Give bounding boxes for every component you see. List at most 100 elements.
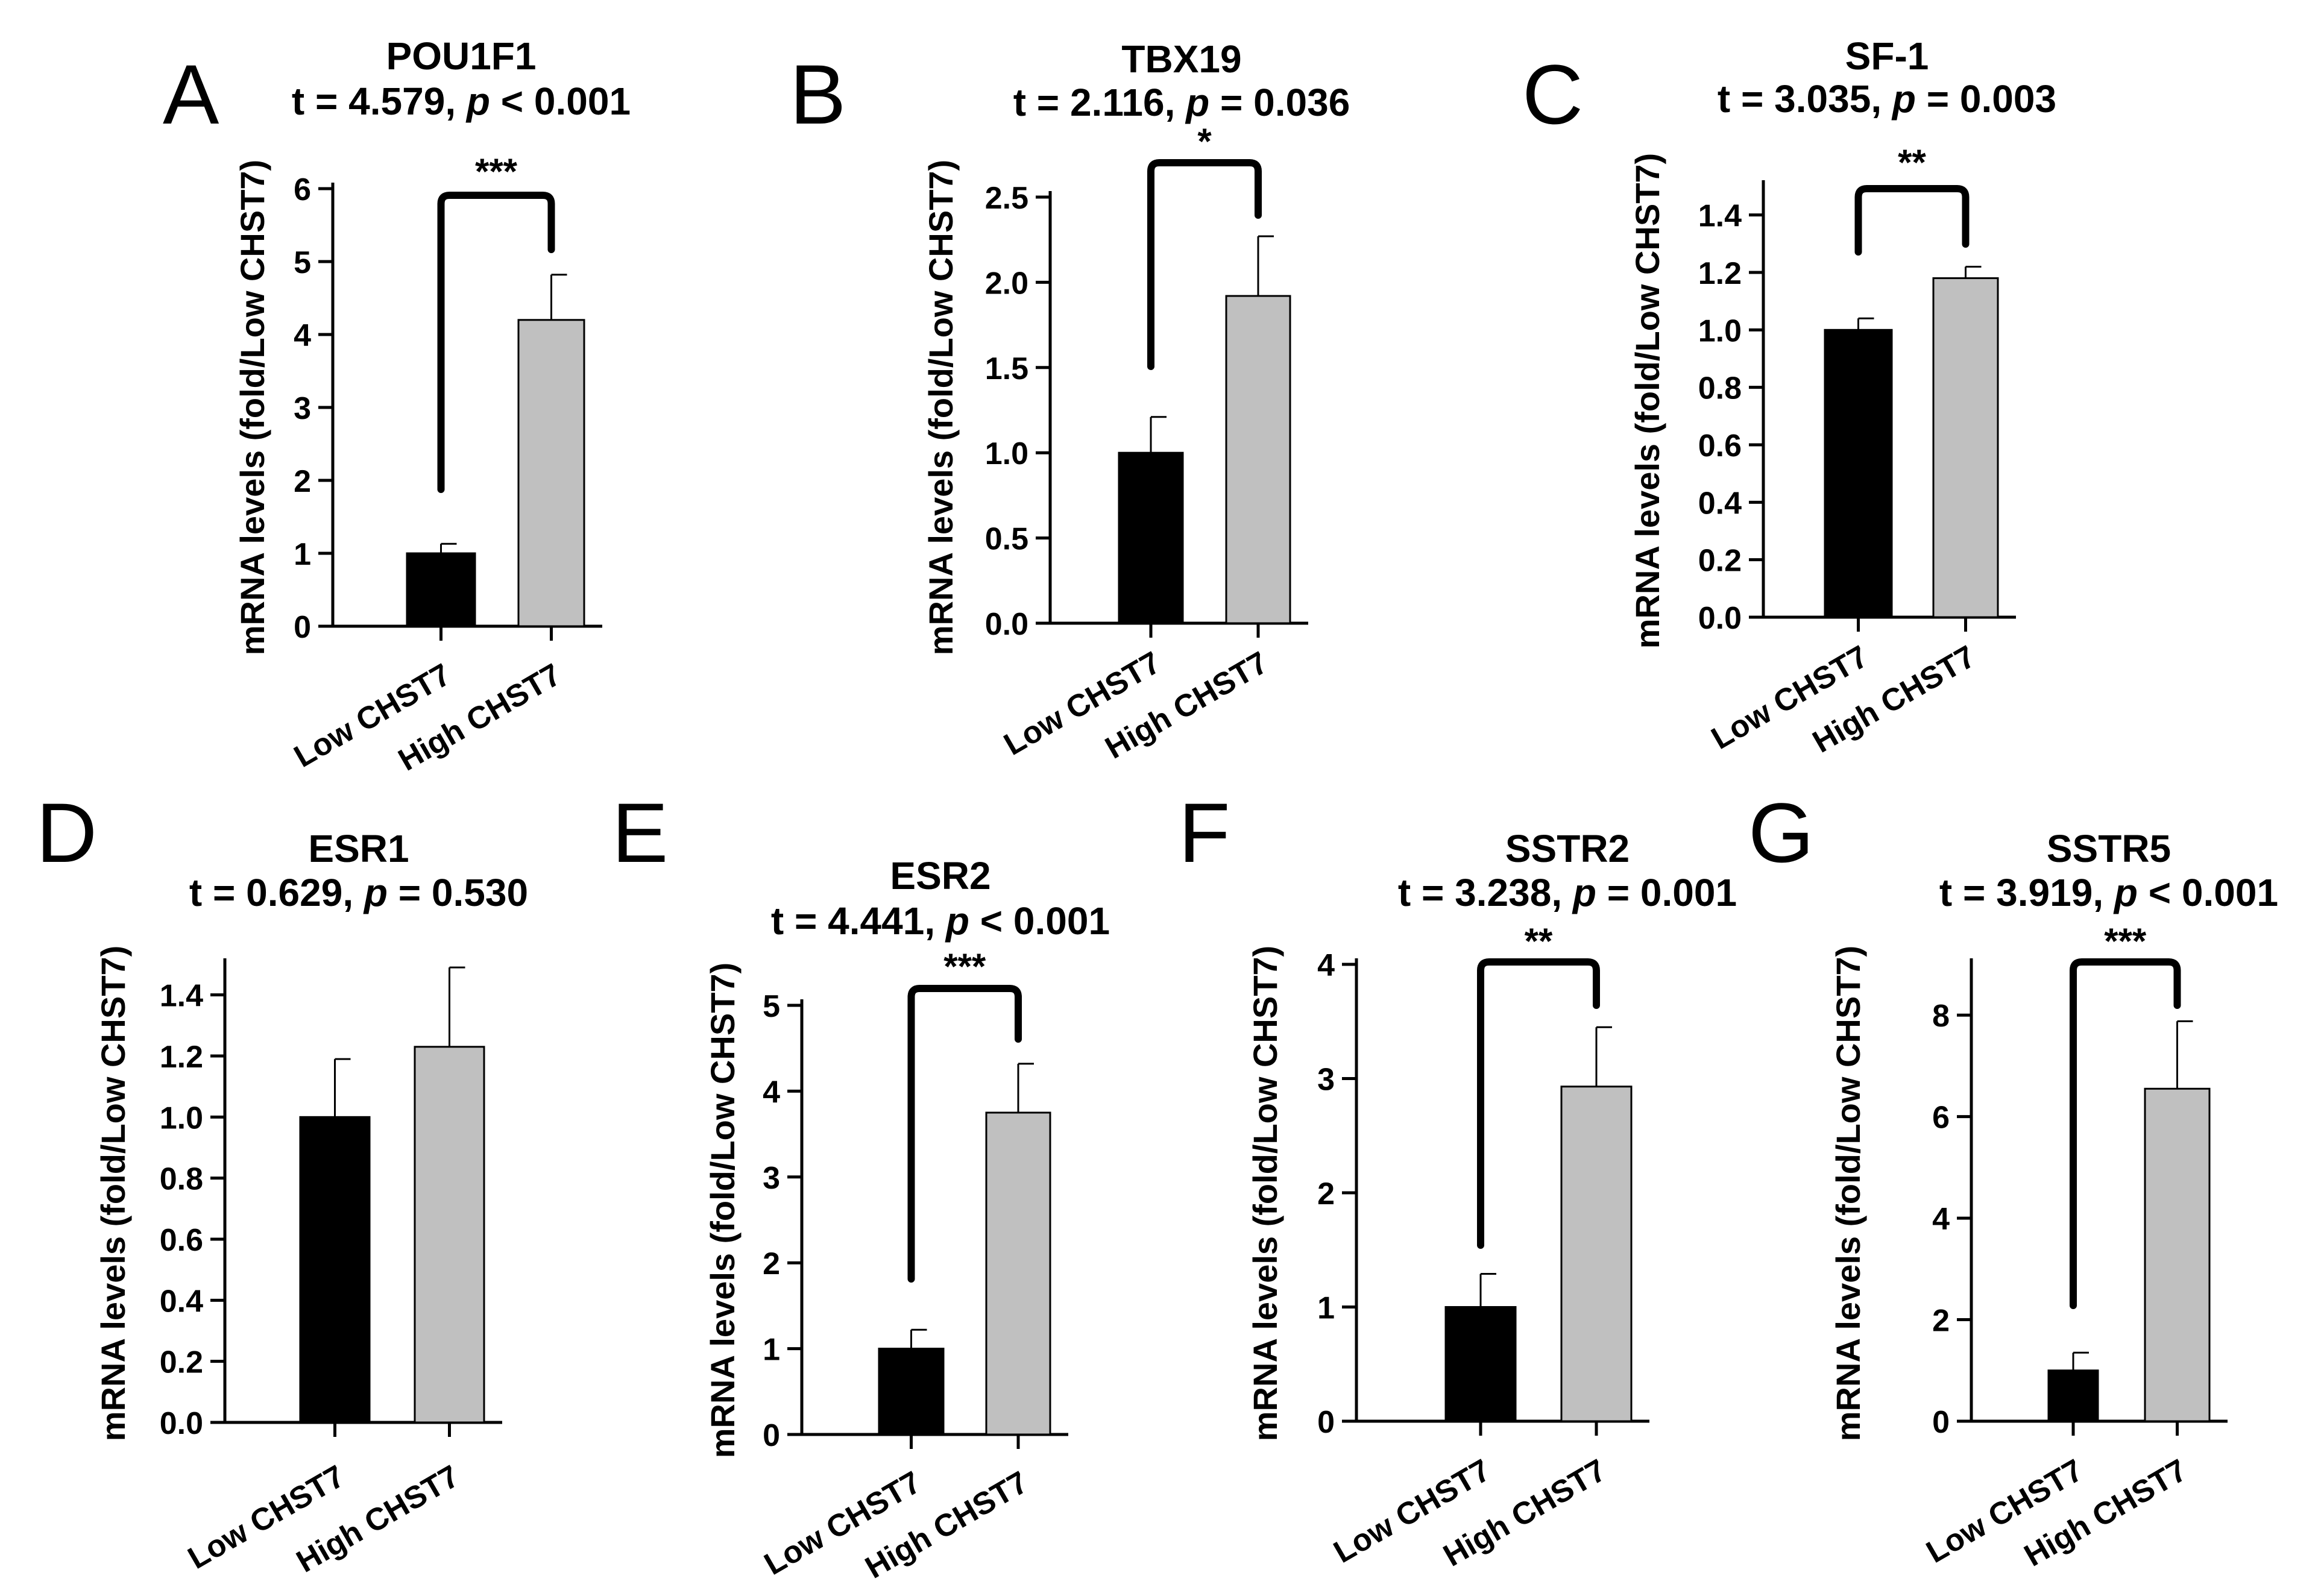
significance-bracket (2070, 958, 2181, 1309)
y-tick-label: 1.0 (985, 436, 1028, 471)
y-tick-label: 0 (1317, 1405, 1335, 1440)
bar-low (299, 1116, 371, 1424)
y-tick-label: 2 (1317, 1177, 1335, 1211)
chart-subtitle: t = 3.238, p = 0.001 (1398, 871, 1737, 914)
y-tick-label: 3 (763, 1161, 780, 1196)
y-tick-label: 3 (1317, 1063, 1335, 1098)
y-tick-label: 6 (1932, 1101, 1950, 1136)
significance-bracket (1477, 958, 1600, 1249)
significance-stars: *** (2104, 921, 2147, 961)
y-tick-label: 1.0 (160, 1101, 203, 1136)
bar-high (414, 1046, 485, 1424)
bar-low (2047, 1369, 2099, 1422)
y-tick-label: 4 (763, 1075, 780, 1110)
stats-p: p (1185, 81, 1209, 124)
y-tick-label: 0.6 (1698, 429, 1742, 463)
y-tick-label: 2 (294, 464, 311, 499)
y-tick-label: 0.6 (160, 1223, 203, 1258)
y-axis-label: mRNA levels (fold/Low CHST7) (94, 946, 132, 1441)
bar-low (1824, 328, 1893, 618)
stats-prefix: t = 3.919, (1939, 871, 2114, 914)
y-tick-label: 1.2 (160, 1040, 203, 1075)
chart-subtitle: t = 4.579, p < 0.001 (292, 80, 631, 123)
panel-label: D (36, 785, 97, 880)
y-tick-label: 2.0 (985, 266, 1028, 301)
stats-suffix: < 0.001 (969, 899, 1110, 943)
bar-high (2144, 1087, 2211, 1422)
y-tick-label: 0.4 (160, 1284, 203, 1319)
stats-suffix: = 0.530 (388, 871, 528, 914)
stats-suffix: = 0.001 (1596, 871, 1737, 914)
y-tick-label: 0.0 (985, 607, 1028, 642)
significance-bracket (1854, 185, 1970, 256)
y-tick-label: 0.2 (1698, 544, 1742, 579)
panel-label: F (1179, 785, 1230, 880)
y-tick-label: 4 (294, 318, 311, 353)
y-tick-label: 3 (294, 391, 311, 426)
panel-label: G (1748, 785, 1814, 880)
y-tick-label: 5 (294, 245, 311, 280)
significance-bracket (1147, 159, 1262, 370)
y-tick-label: 0.0 (160, 1406, 203, 1441)
chart-title: POU1F1 (386, 34, 537, 78)
bar-high (1225, 295, 1291, 624)
chart-subtitle: t = 0.629, p = 0.530 (189, 871, 528, 914)
panel-label: E (612, 785, 668, 880)
y-axis-label: mRNA levels (fold/Low CHST7) (922, 160, 960, 655)
y-tick-label: 1.4 (1698, 199, 1742, 234)
significance-stars: ** (1898, 142, 1926, 183)
y-tick-label: 1.4 (160, 979, 203, 1014)
y-tick-label: 2 (763, 1246, 780, 1281)
stats-p: p (1891, 77, 1916, 121)
y-tick-label: 0 (294, 610, 311, 645)
stats-suffix: < 0.001 (2138, 871, 2278, 914)
bar-low (1118, 451, 1184, 624)
y-tick-label: 1 (294, 537, 311, 572)
stats-p: p (945, 899, 969, 943)
significance-stars: * (1197, 121, 1212, 162)
stats-prefix: t = 0.629, (189, 871, 364, 914)
stats-prefix: t = 3.238, (1398, 871, 1573, 914)
stats-p: p (465, 80, 490, 123)
y-tick-label: 2.5 (985, 181, 1028, 216)
significance-bracket (437, 192, 555, 493)
y-tick-label: 4 (1317, 948, 1335, 983)
y-tick-label: 1.0 (1698, 313, 1742, 348)
panel-label: C (1522, 47, 1583, 142)
stats-prefix: t = 4.441, (771, 899, 946, 943)
significance-stars: *** (475, 151, 518, 192)
chart-subtitle: t = 2.116, p = 0.036 (1013, 81, 1350, 124)
chart-title: SSTR2 (1505, 827, 1630, 870)
chart-subtitle: t = 4.441, p < 0.001 (771, 899, 1110, 943)
y-tick-label: 0 (763, 1418, 780, 1453)
y-tick-label: 2 (1932, 1304, 1950, 1339)
y-tick-label: 5 (763, 989, 780, 1024)
significance-stars: *** (943, 946, 986, 987)
bar-low (878, 1348, 945, 1436)
stats-p: p (1572, 871, 1596, 914)
chart-title: ESR1 (308, 827, 409, 870)
chart-subtitle: t = 3.035, p = 0.003 (1718, 77, 2056, 121)
significance-bracket (907, 985, 1022, 1283)
y-tick-label: 1.2 (1698, 256, 1742, 291)
bar-high (517, 319, 585, 627)
y-tick-label: 0.8 (1698, 371, 1742, 406)
chart-panel-c: C SF-1t = 3.035, p = 0.003 mRNA levels (fo… (1522, 34, 2056, 760)
y-tick-label: 8 (1932, 999, 1950, 1034)
y-tick-label: 4 (1932, 1202, 1950, 1237)
y-tick-label: 0.4 (1698, 486, 1742, 521)
bar-high (1560, 1085, 1633, 1422)
y-tick-label: 6 (294, 172, 311, 207)
y-tick-label: 0.0 (1698, 601, 1742, 636)
stats-prefix: t = 4.579, (292, 80, 467, 123)
y-tick-label: 0 (1932, 1405, 1950, 1440)
y-axis-label: mRNA levels (fold/Low CHST7) (1628, 153, 1666, 649)
panel-label: B (790, 47, 846, 142)
